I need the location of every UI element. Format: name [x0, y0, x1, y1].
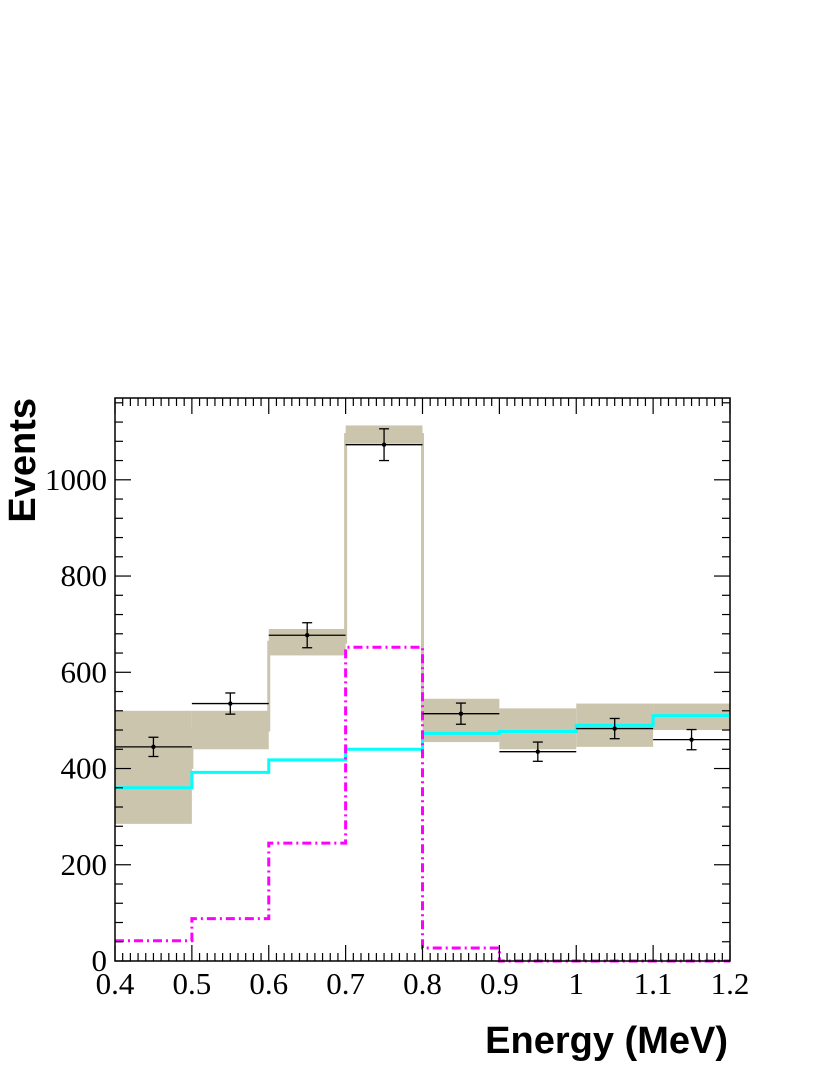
y-tick-label: 800: [61, 558, 108, 593]
y-tick-label: 600: [61, 654, 108, 689]
data-point-1: [191, 692, 269, 715]
y-tick-label: 400: [61, 751, 108, 786]
data-point-marker: [458, 711, 464, 716]
x-tick-label: 0.4: [96, 966, 135, 1001]
series-layer: [115, 645, 730, 963]
data-point-4: [422, 702, 500, 725]
data-point-marker: [228, 701, 233, 706]
data-point-marker: [535, 749, 541, 754]
data-points-layer: [115, 428, 730, 762]
data-point-7: [653, 728, 730, 751]
data-point-6: [576, 717, 654, 740]
x-tick-label: 1.1: [634, 966, 673, 1001]
y-tick-label: 1000: [45, 462, 107, 497]
tick-labels-layer: 0.4 0.5 0.6 0.7 0.8 0.9 1 1.1 1.2 0 200 400 600 800 10…: [45, 462, 749, 1001]
data-point-marker: [151, 744, 156, 750]
data-point-marker: [381, 442, 387, 447]
x-tick-label: 1.2: [711, 966, 750, 1001]
y-tick-label: 200: [61, 847, 108, 882]
data-point-0: [115, 736, 192, 758]
y-axis-title: Events: [2, 398, 44, 523]
axis-ticks-layer: [114, 398, 731, 962]
x-tick-label: 0.8: [403, 966, 442, 1001]
y-tick-label: 0: [92, 943, 108, 978]
series-line-1: [115, 645, 730, 963]
x-tick-label: 0.5: [173, 966, 212, 1001]
x-tick-label: 0.7: [326, 966, 365, 1001]
x-axis-title: Energy (MeV): [485, 1020, 728, 1062]
data-point-marker: [689, 737, 694, 742]
data-point-3: [345, 428, 423, 462]
x-tick-label: 0.6: [249, 966, 288, 1001]
data-point-2: [268, 622, 346, 649]
x-tick-label: 0.9: [480, 966, 519, 1001]
x-tick-label: 1: [569, 966, 585, 1001]
data-point-marker: [612, 726, 617, 731]
data-point-5: [499, 741, 577, 762]
data-point-marker: [304, 633, 310, 638]
